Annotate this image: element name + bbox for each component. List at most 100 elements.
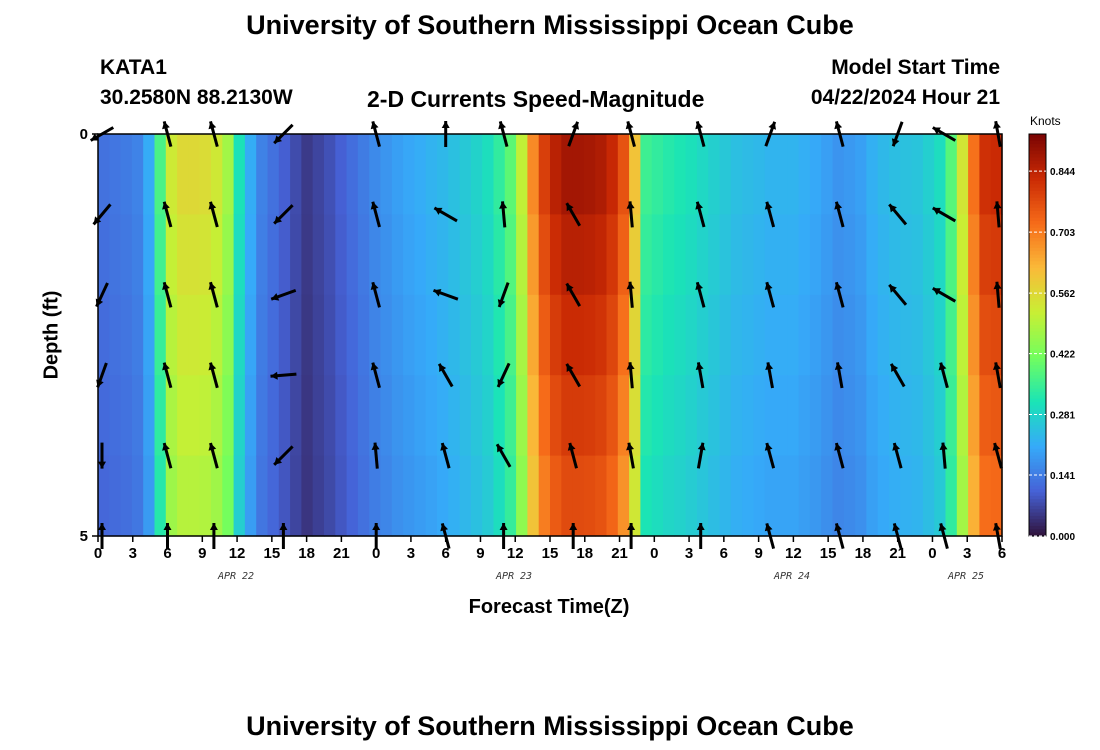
current-arrow bbox=[834, 523, 845, 549]
colorbar-swatch bbox=[1029, 268, 1046, 272]
x-tick-label: 12 bbox=[785, 545, 802, 562]
heatmap-cell bbox=[482, 294, 495, 376]
colorbar-swatch bbox=[1029, 227, 1046, 232]
heatmap-cell bbox=[719, 134, 732, 215]
heatmap-cell bbox=[256, 214, 269, 296]
colorbar-swatch bbox=[1029, 472, 1046, 477]
arrow-head bbox=[764, 201, 773, 210]
heatmap-cell bbox=[267, 375, 280, 457]
heatmap-cell bbox=[380, 455, 393, 537]
heatmap-cell bbox=[606, 214, 619, 296]
current-arrow bbox=[626, 201, 635, 228]
current-arrow bbox=[270, 288, 297, 301]
x-tick-label: 0 bbox=[372, 545, 380, 562]
colorbar-swatch bbox=[1029, 395, 1046, 400]
heatmap-cell bbox=[165, 214, 178, 296]
colorbar-swatch bbox=[1029, 452, 1046, 457]
date-label: APR 23 bbox=[495, 571, 532, 582]
heatmap-cell bbox=[674, 375, 687, 457]
heatmap-cell bbox=[855, 134, 867, 215]
colorbar-swatch bbox=[1029, 211, 1046, 215]
arrow-head bbox=[98, 461, 106, 469]
arrow-head bbox=[162, 443, 170, 451]
arrow-head bbox=[626, 442, 634, 451]
colorbar-swatch bbox=[1029, 257, 1046, 262]
heatmap-cell bbox=[696, 294, 709, 376]
heatmap-cell bbox=[708, 375, 721, 457]
heatmap-cell bbox=[979, 214, 992, 296]
current-arrow bbox=[891, 121, 904, 147]
colorbar-swatch bbox=[1029, 291, 1046, 296]
colorbar-swatch bbox=[1029, 428, 1046, 433]
heatmap-cell bbox=[211, 134, 223, 215]
heatmap-cell bbox=[425, 375, 438, 457]
heatmap-cell bbox=[968, 375, 980, 457]
arrow-head bbox=[434, 207, 443, 215]
colorbar-swatch bbox=[1029, 391, 1046, 396]
colorbar-swatch bbox=[1029, 194, 1046, 199]
heatmap-cell bbox=[606, 375, 619, 457]
heatmap-cell bbox=[843, 375, 856, 457]
colorbar-swatch bbox=[1029, 438, 1046, 443]
heatmap-cell bbox=[990, 294, 1003, 376]
heatmap-cell bbox=[730, 294, 743, 376]
heatmap-cell bbox=[233, 294, 246, 376]
heatmap-cell bbox=[855, 214, 867, 296]
heatmap-cell bbox=[459, 375, 472, 457]
arrow-head bbox=[993, 121, 1001, 129]
heatmap-cell bbox=[312, 375, 325, 457]
heatmap-cell bbox=[312, 134, 325, 215]
heatmap-cell bbox=[143, 294, 156, 376]
current-arrow bbox=[495, 443, 512, 468]
colorbar-swatch bbox=[1029, 489, 1046, 494]
heatmap-cell bbox=[629, 375, 641, 457]
heatmap-cell bbox=[301, 455, 314, 537]
heatmap-cell bbox=[685, 294, 698, 376]
arrow-head bbox=[764, 523, 773, 532]
y-tick-label: 0 bbox=[80, 126, 88, 143]
page-title: University of Southern Mississippi Ocean… bbox=[246, 10, 854, 40]
heatmap-cell bbox=[278, 134, 291, 215]
heatmap-cell bbox=[900, 375, 913, 457]
date-label: APR 22 bbox=[217, 571, 254, 582]
current-arrow bbox=[993, 120, 1002, 148]
y-axis-ticks: 05 bbox=[80, 126, 98, 545]
heatmap-cell bbox=[696, 214, 709, 296]
x-tick-label: 21 bbox=[611, 545, 628, 562]
heatmap-cell bbox=[561, 375, 574, 457]
heatmap-cell bbox=[595, 375, 608, 457]
heatmap-cell bbox=[448, 375, 461, 457]
heatmap-cell bbox=[753, 134, 766, 215]
heatmap-cell bbox=[866, 134, 879, 215]
heatmap-cell bbox=[154, 375, 167, 457]
heatmap-cell bbox=[550, 134, 562, 215]
heatmap-cell bbox=[165, 455, 178, 537]
x-tick-label: 15 bbox=[542, 545, 559, 562]
arrow-head bbox=[993, 281, 1002, 290]
colorbar-swatch bbox=[1029, 157, 1046, 162]
heatmap-cell bbox=[674, 134, 687, 215]
arrow-head bbox=[162, 201, 170, 210]
heatmap-cell bbox=[968, 214, 980, 296]
heatmap-cell bbox=[199, 455, 212, 537]
arrow-head bbox=[695, 121, 703, 130]
heatmap-cell bbox=[809, 134, 822, 215]
current-arrow bbox=[696, 442, 706, 469]
current-arrow bbox=[208, 121, 219, 147]
arrow-head bbox=[834, 362, 843, 370]
heatmap-cell bbox=[120, 375, 133, 457]
colorbar-swatch bbox=[1029, 482, 1046, 487]
x-tick-label: 21 bbox=[333, 545, 350, 562]
heatmap-cell bbox=[222, 375, 235, 457]
colorbar-swatch bbox=[1029, 455, 1046, 460]
x-tick-label: 9 bbox=[198, 545, 206, 562]
colorbar-swatch bbox=[1029, 274, 1046, 279]
colorbar-swatch bbox=[1029, 311, 1046, 316]
heatmap-cell bbox=[459, 134, 472, 215]
colorbar-swatch bbox=[1029, 324, 1046, 329]
heatmap-cell bbox=[211, 214, 223, 296]
colorbar-swatch bbox=[1029, 144, 1046, 148]
heatmap-cell bbox=[843, 134, 856, 215]
colorbar-frame bbox=[1028, 133, 1047, 537]
arrow-head bbox=[764, 282, 773, 290]
